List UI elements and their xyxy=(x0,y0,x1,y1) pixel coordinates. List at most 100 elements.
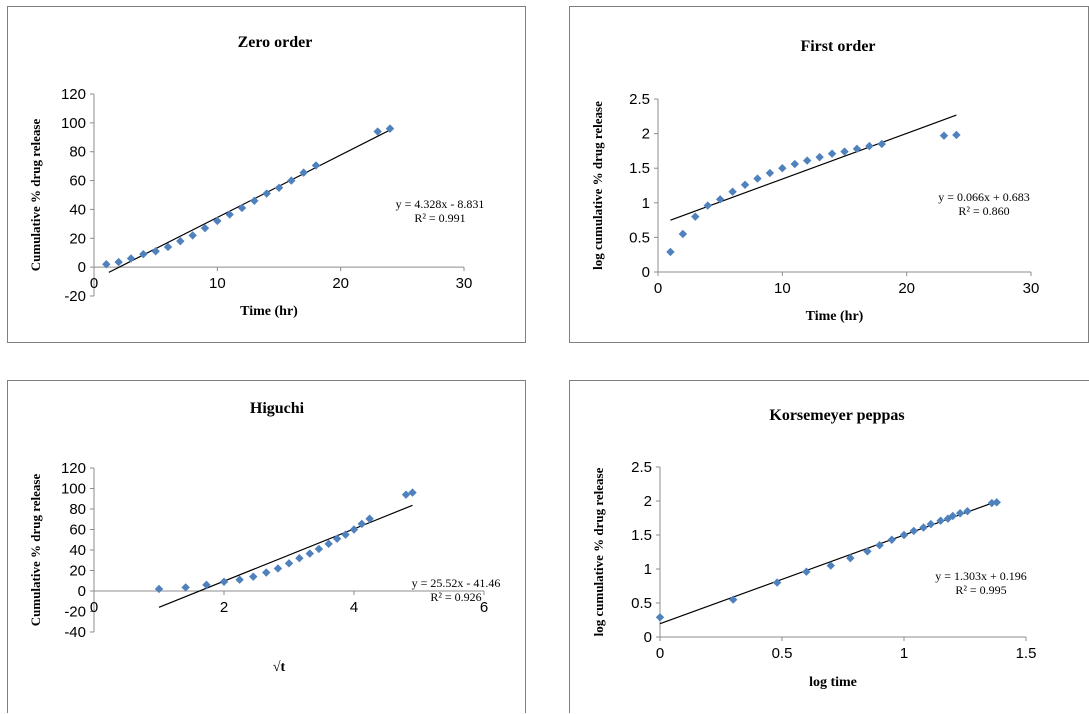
korsmeyer-peppas-data-point xyxy=(909,526,918,536)
first-order-x-tick-label: 20 xyxy=(898,280,915,297)
higuchi-y-tick-label: -20 xyxy=(64,604,86,621)
zero-order-x-tick-label: 0 xyxy=(90,275,98,292)
korsmeyer-peppas-data-point xyxy=(772,578,782,587)
first-order-data-point xyxy=(952,130,961,140)
first-order-y-tick-label: 0 xyxy=(642,264,650,281)
higuchi-data-point xyxy=(219,577,229,586)
zero-order-data-point xyxy=(237,203,247,213)
higuchi-x-tick-label: 4 xyxy=(350,599,358,616)
zero-order-y-tick-label: 40 xyxy=(69,201,86,218)
korsmeyer-peppas-y-tick-label: 1.5 xyxy=(631,527,652,544)
higuchi-y-tick-label: 40 xyxy=(69,542,86,559)
higuchi-data-point xyxy=(262,568,271,577)
higuchi-data-point xyxy=(324,539,333,549)
zero-order-title: Zero order xyxy=(238,34,313,51)
first-order-data-point xyxy=(765,168,775,178)
korsmeyer-peppas-data-point xyxy=(963,507,972,516)
zero-order-data-point xyxy=(287,176,296,185)
first-order-equation: y = 0.066x + 0.683 xyxy=(938,190,1030,204)
first-order-chart-panel: First order 0 0.5 1 1.5 2 2.5 0 10 20 30 Time (hr) l… xyxy=(569,6,1089,343)
higuchi-y-tick-label: 120 xyxy=(61,460,86,477)
first-order-data-point xyxy=(728,187,737,196)
zero-order-data-point xyxy=(139,249,148,259)
first-order-data-point xyxy=(865,141,874,151)
first-order-x-tick-label: 0 xyxy=(654,280,662,297)
zero-order-data-point xyxy=(262,189,271,198)
higuchi-r-squared: R² = 0.926 xyxy=(430,590,481,604)
first-order-data-point xyxy=(852,144,862,154)
first-order-y-tick-label: 0.5 xyxy=(629,229,650,246)
first-order-data-point xyxy=(666,247,675,257)
korsmeyer-peppas-y-tick-label: 0 xyxy=(644,629,652,646)
first-order-data-point xyxy=(827,149,837,158)
zero-order-x-axis-label: Time (hr) xyxy=(240,304,298,319)
korsmeyer-peppas-chart: Korsemeyer peppas 0 0.5 1 1.5 2 2.5 0 0.5 1 1.5 log… xyxy=(591,407,1037,690)
zero-order-chart-panel: Zero order -20 0 20 40 60 80 100 120 0 10 20 30 Time … xyxy=(7,6,526,343)
korsmeyer-peppas-r-squared: R² = 0.995 xyxy=(955,583,1006,597)
korsmeyer-peppas-data-point xyxy=(887,535,896,544)
zero-order-data-point xyxy=(163,242,173,252)
korsmeyer-peppas-y-axis-label: log cumulative % drug release xyxy=(591,467,606,636)
first-order-y-tick-label: 1.5 xyxy=(629,160,650,177)
first-order-y-tick-label: 2.5 xyxy=(629,91,650,108)
first-order-data-point xyxy=(815,152,824,162)
korsmeyer-peppas-x-tick-label: 1.5 xyxy=(1016,645,1037,662)
higuchi-data-point xyxy=(408,488,417,497)
korsmeyer-peppas-x-tick-label: 0.5 xyxy=(772,645,793,662)
zero-order-y-tick-label: 20 xyxy=(69,230,86,247)
higuchi-y-tick-label: -40 xyxy=(64,624,86,641)
zero-order-data-point xyxy=(102,260,111,269)
higuchi-y-tick-label: 100 xyxy=(61,481,86,498)
first-order-x-axis-label: Time (hr) xyxy=(806,309,864,324)
korsmeyer-peppas-data-point xyxy=(992,498,1001,507)
korsmeyer-peppas-data-point xyxy=(846,553,855,563)
korsmeyer-peppas-x-tick-label: 1 xyxy=(900,645,908,662)
korsmeyer-peppas-chart-panel: Korsemeyer peppas 0 0.5 1 1.5 2 2.5 0 0.5 1 1.5 log… xyxy=(569,380,1089,713)
higuchi-data-point xyxy=(332,534,342,543)
first-order-data-point xyxy=(803,156,812,165)
higuchi-x-tick-label: 2 xyxy=(220,599,228,616)
first-order-y-tick-label: 1 xyxy=(642,195,650,212)
korsmeyer-peppas-data-point xyxy=(899,530,909,540)
korsmeyer-peppas-data-point xyxy=(955,509,965,518)
higuchi-y-tick-label: 0 xyxy=(78,583,86,600)
higuchi-y-tick-label: 80 xyxy=(69,501,86,518)
first-order-data-point xyxy=(840,147,849,156)
korsmeyer-peppas-y-tick-label: 0.5 xyxy=(631,595,652,612)
zero-order-y-tick-label: 60 xyxy=(69,173,86,190)
korsmeyer-peppas-title: Korsemeyer peppas xyxy=(769,407,904,424)
higuchi-trendline xyxy=(158,504,413,608)
higuchi-data-point xyxy=(154,584,164,594)
first-order-data-point xyxy=(691,212,700,221)
korsmeyer-peppas-data-point xyxy=(655,613,665,622)
first-order-data-point xyxy=(939,131,949,140)
korsmeyer-peppas-y-tick-label: 1 xyxy=(644,561,652,578)
higuchi-data-point xyxy=(349,525,359,534)
zero-order-data-point xyxy=(385,124,395,133)
higuchi-data-point xyxy=(305,549,314,558)
korsmeyer-peppas-y-tick-label: 2.5 xyxy=(631,459,652,476)
zero-order-data-point xyxy=(188,231,197,240)
zero-order-x-tick-label: 10 xyxy=(209,275,226,292)
first-order-trendline xyxy=(670,114,957,221)
korsmeyer-peppas-y-tick-label: 2 xyxy=(644,493,652,510)
higuchi-data-point xyxy=(235,575,244,584)
zero-order-r-squared: R² = 0.991 xyxy=(414,211,465,225)
korsmeyer-peppas-data-point xyxy=(802,567,811,576)
zero-order-data-point xyxy=(299,168,308,177)
first-order-data-point xyxy=(790,159,799,169)
zero-order-data-point xyxy=(213,216,222,226)
first-order-data-point xyxy=(715,195,725,204)
first-order-y-tick-label: 2 xyxy=(642,126,650,143)
higuchi-y-tick-label: 60 xyxy=(69,522,86,539)
zero-order-y-tick-label: 100 xyxy=(61,115,86,132)
zero-order-equation: y = 4.328x - 8.831 xyxy=(396,197,485,211)
zero-order-y-tick-label: 0 xyxy=(78,259,86,276)
zero-order-data-point xyxy=(114,257,123,267)
higuchi-x-tick-label: 0 xyxy=(90,599,98,616)
korsmeyer-peppas-data-point xyxy=(863,547,872,556)
zero-order-data-point xyxy=(311,161,321,170)
higuchi-data-point xyxy=(314,544,324,554)
